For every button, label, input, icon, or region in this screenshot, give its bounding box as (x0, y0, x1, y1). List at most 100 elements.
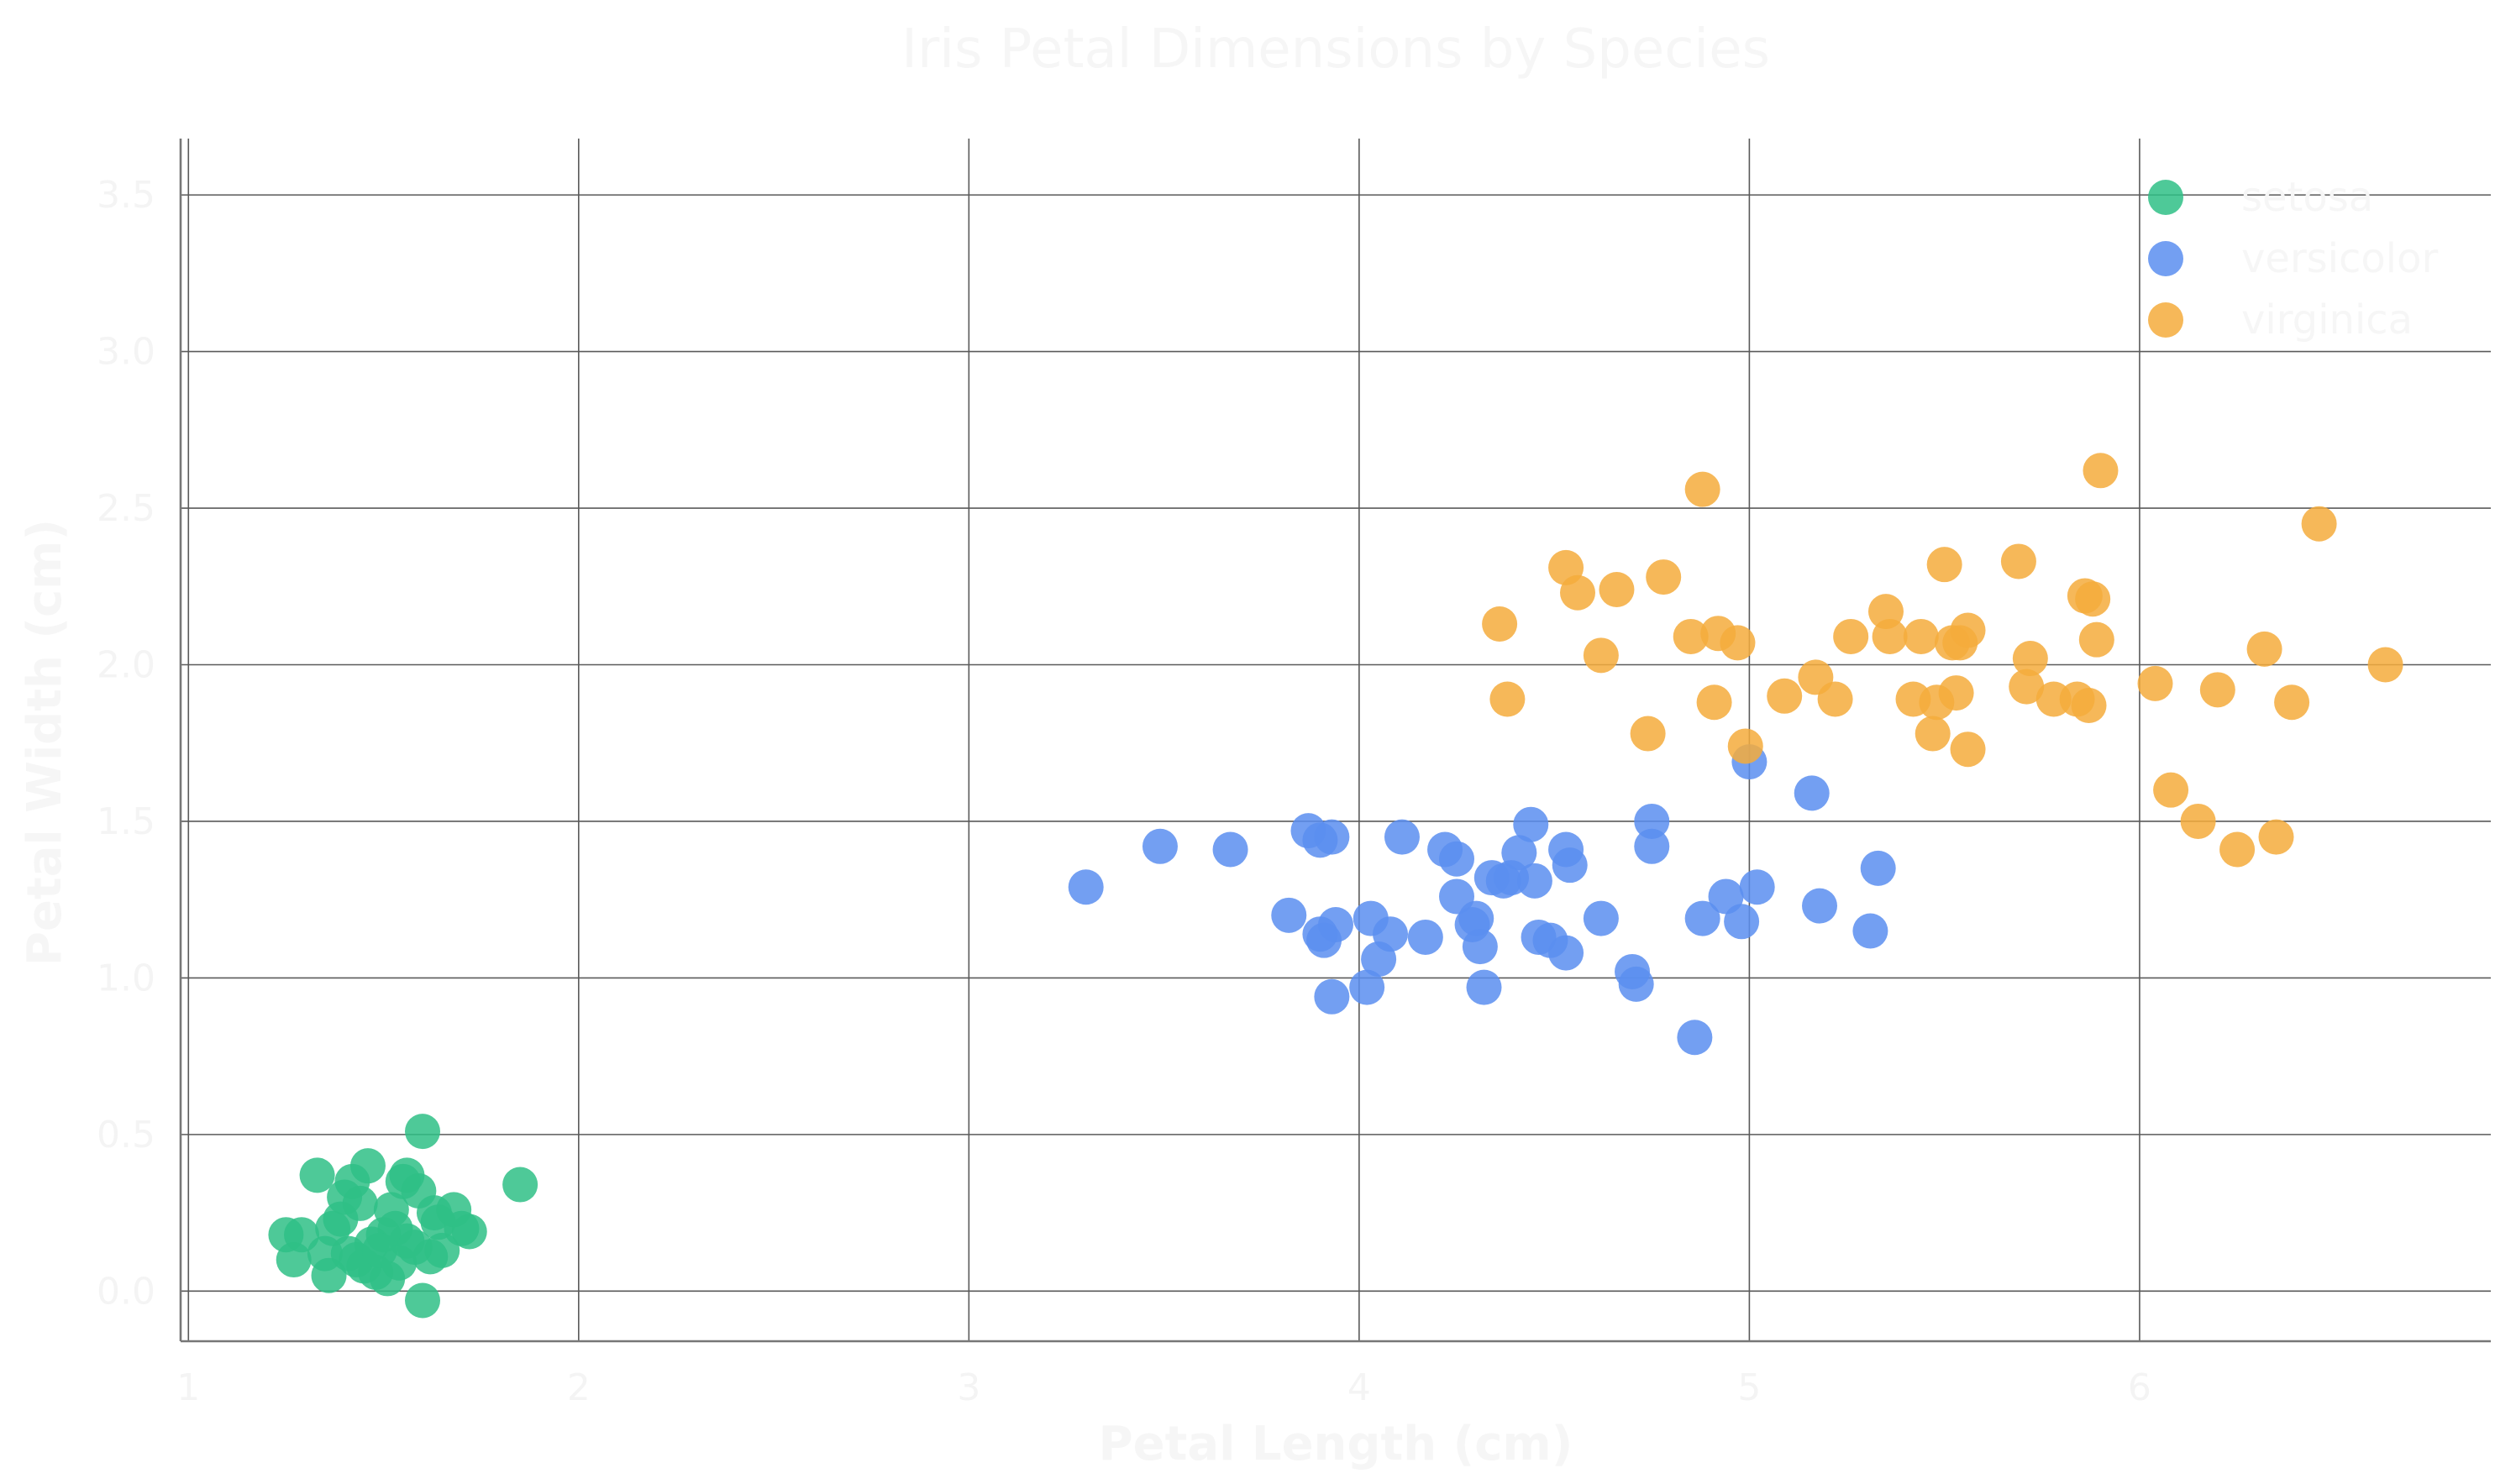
data-point-versicolor (1794, 775, 1830, 811)
legend-label-versicolor: versicolor (2241, 235, 2438, 282)
data-point-versicolor (1384, 819, 1420, 855)
data-point-versicolor (1634, 828, 1670, 864)
grid-layer (181, 139, 2491, 1341)
legend: setosa versicolor virginica (2148, 174, 2438, 343)
data-point-virginica (1646, 559, 1682, 595)
data-point-virginica (2180, 803, 2216, 839)
data-point-setosa (381, 1245, 418, 1281)
data-point-setosa (307, 1235, 343, 1272)
data-point-versicolor (1501, 835, 1537, 871)
data-point-virginica (1599, 572, 1635, 607)
data-point-setosa (276, 1242, 312, 1278)
y-tick-label: 0.5 (97, 1114, 155, 1156)
data-point-versicolor (1724, 904, 1760, 940)
data-point-virginica (1583, 637, 1619, 674)
data-point-virginica (2367, 647, 2403, 683)
data-point-virginica (1872, 618, 1908, 654)
data-point-versicolor (1068, 869, 1104, 905)
y-tick-label: 3.5 (97, 174, 155, 217)
data-point-versicolor (1860, 850, 1896, 886)
legend-marker-versicolor (2148, 241, 2183, 276)
data-point-virginica (1926, 547, 1962, 583)
data-point-virginica (2258, 819, 2294, 855)
data-point-versicolor (1439, 841, 1475, 877)
data-point-virginica (1720, 625, 1756, 661)
y-tick-label: 1.0 (97, 957, 155, 999)
data-point-versicolor (1552, 847, 1588, 884)
data-point-versicolor (1318, 907, 1353, 943)
data-point-virginica (1696, 684, 1732, 721)
x-tick-labels: 1 2 3 4 5 6 (176, 1366, 2151, 1409)
data-point-versicolor (1407, 919, 1443, 955)
x-tick-label: 5 (1737, 1366, 1761, 1409)
data-point-versicolor (1314, 978, 1350, 1015)
legend-label-setosa: setosa (2241, 174, 2373, 221)
legend-marker-virginica (2148, 302, 2183, 338)
data-point-virginica (2199, 672, 2235, 708)
data-point-setosa (299, 1157, 335, 1193)
data-point-virginica (2078, 621, 2114, 658)
data-point-versicolor (1677, 1020, 1713, 1056)
data-point-virginica (1727, 728, 1763, 764)
data-point-versicolor (1513, 806, 1549, 842)
data-point-virginica (1817, 681, 1853, 717)
data-point-virginica (1482, 606, 1518, 642)
data-point-virginica (1673, 618, 1709, 654)
data-point-virginica (2000, 543, 2036, 579)
data-point-virginica (1684, 471, 1720, 507)
data-point-virginica (2246, 631, 2282, 667)
x-axis-label: Petal Length (cm) (1099, 1417, 1573, 1471)
data-point-setosa (323, 1201, 359, 1237)
data-point-virginica (1489, 681, 1526, 717)
x-tick-label: 1 (176, 1366, 200, 1409)
data-point-versicolor (1349, 969, 1385, 1005)
data-point-versicolor (1618, 966, 1654, 1002)
data-point-virginica (2071, 687, 2107, 723)
data-point-versicolor (1458, 900, 1494, 936)
data-point-versicolor (1684, 900, 1720, 936)
y-tick-labels: 0.0 0.5 1.0 1.5 2.0 2.5 3.0 3.5 (97, 174, 155, 1313)
chart-title: Iris Petal Dimensions by Species (901, 18, 1770, 81)
data-point-setosa (385, 1163, 421, 1199)
data-point-virginica (2012, 641, 2048, 677)
data-point-virginica (1833, 618, 1869, 654)
y-tick-label: 3.0 (97, 331, 155, 374)
data-point-versicolor (1802, 888, 1838, 924)
x-tick-label: 4 (1347, 1366, 1371, 1409)
data-point-virginica (2153, 772, 2189, 808)
data-point-versicolor (1634, 803, 1670, 839)
data-point-versicolor (1466, 969, 1502, 1005)
data-point-setosa (451, 1214, 487, 1250)
y-tick-label: 1.5 (97, 800, 155, 843)
data-point-virginica (1938, 675, 1974, 711)
x-tick-label: 2 (567, 1366, 591, 1409)
data-point-versicolor (1373, 916, 1409, 952)
y-tick-label: 2.5 (97, 487, 155, 530)
data-point-virginica (1767, 678, 1803, 714)
data-point-setosa (502, 1167, 538, 1203)
data-point-virginica (2083, 453, 2119, 489)
data-point-virginica (1950, 732, 1986, 768)
x-tick-label: 3 (957, 1366, 980, 1409)
data-point-versicolor (1548, 935, 1584, 971)
y-tick-label: 0.0 (97, 1270, 155, 1313)
data-point-versicolor (1462, 929, 1498, 965)
data-point-versicolor (1314, 819, 1350, 855)
data-point-setosa (405, 1282, 441, 1319)
data-point-virginica (1950, 612, 1986, 648)
legend-marker-setosa (2148, 180, 2183, 215)
data-point-virginica (2301, 506, 2337, 542)
data-point-versicolor (1516, 863, 1552, 899)
data-points (268, 453, 2403, 1319)
data-point-virginica (1560, 574, 1596, 611)
data-point-virginica (1903, 618, 1939, 654)
data-point-versicolor (1212, 831, 1248, 868)
y-tick-label: 2.0 (97, 644, 155, 687)
data-point-virginica (1630, 716, 1666, 752)
axes-spines (179, 139, 2491, 1343)
data-point-versicolor (1583, 900, 1619, 936)
data-point-versicolor (1142, 828, 1178, 864)
legend-label-virginica: virginica (2241, 296, 2413, 343)
data-point-versicolor (1271, 897, 1307, 933)
